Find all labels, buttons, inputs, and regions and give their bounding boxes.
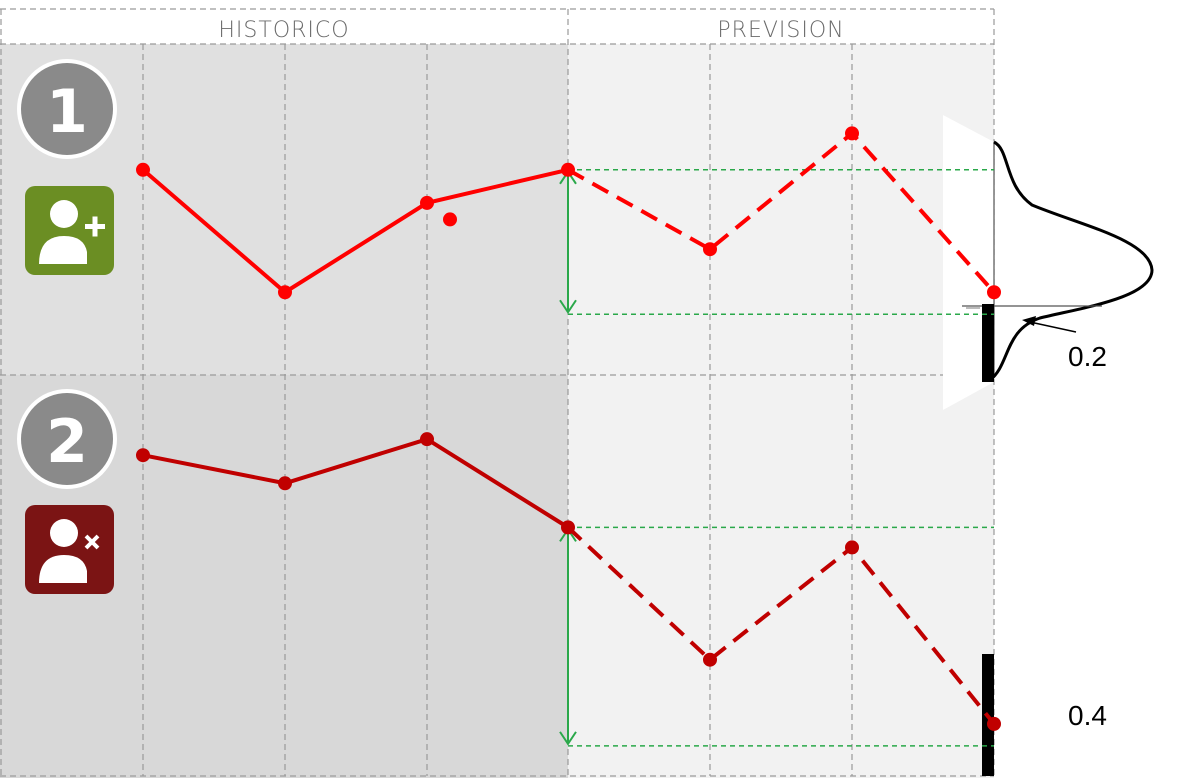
row-2-probability-value: 0.4 bbox=[1068, 700, 1107, 731]
row-1-range-arrow-head-bottom bbox=[559, 299, 577, 315]
forecast-header: PREVISION bbox=[717, 18, 844, 43]
row-1-probability-bar bbox=[982, 304, 994, 382]
row-2-historic-point-1 bbox=[136, 448, 150, 463]
row-2-historic-point-3 bbox=[420, 432, 434, 447]
row-1-historic-point-4 bbox=[561, 162, 575, 177]
row-2-forecast-point-3 bbox=[845, 540, 859, 555]
row-2-forecast-point-4 bbox=[987, 716, 1001, 731]
row-1-historic-line bbox=[141, 167, 569, 295]
row-1-probability-value: 0.2 bbox=[1068, 341, 1107, 372]
row-2-number-badge: 2 bbox=[17, 389, 117, 489]
forecast-background bbox=[568, 44, 994, 778]
row-2-historic-point-2 bbox=[278, 476, 292, 491]
user-add-icon bbox=[25, 186, 114, 275]
probability-pointer-head bbox=[1022, 316, 1036, 326]
row-1-historic-point-3 bbox=[420, 195, 434, 210]
row-2-historic-point-4 bbox=[561, 520, 575, 535]
row-1-number-badge: 1 bbox=[17, 59, 117, 159]
grid bbox=[0, 8, 995, 777]
series-layer bbox=[136, 126, 1001, 747]
row-2-number: 2 bbox=[46, 407, 88, 477]
probability-pointer bbox=[1029, 321, 1077, 333]
row-1-forecast-point-2 bbox=[703, 242, 717, 257]
historic-header: HISTORICO bbox=[218, 18, 349, 43]
row-2-range-arrow-head-bottom bbox=[559, 731, 577, 746]
row-1-number: 1 bbox=[46, 77, 88, 147]
row-1-forecast-point-3 bbox=[845, 126, 859, 141]
row-1-historic-point-1 bbox=[136, 162, 150, 177]
row-2-forecast-line bbox=[566, 525, 996, 726]
user-remove-icon bbox=[25, 505, 114, 594]
row-1-extra-point bbox=[443, 212, 457, 227]
row-2-forecast-point-2 bbox=[703, 652, 717, 667]
row-1-forecast-point-4 bbox=[987, 285, 1001, 300]
row-1-historic-point-2 bbox=[278, 285, 292, 300]
row-1-forecast-line bbox=[567, 130, 996, 294]
distribution-curve bbox=[989, 140, 1154, 382]
row-2-historic-line bbox=[142, 436, 570, 530]
